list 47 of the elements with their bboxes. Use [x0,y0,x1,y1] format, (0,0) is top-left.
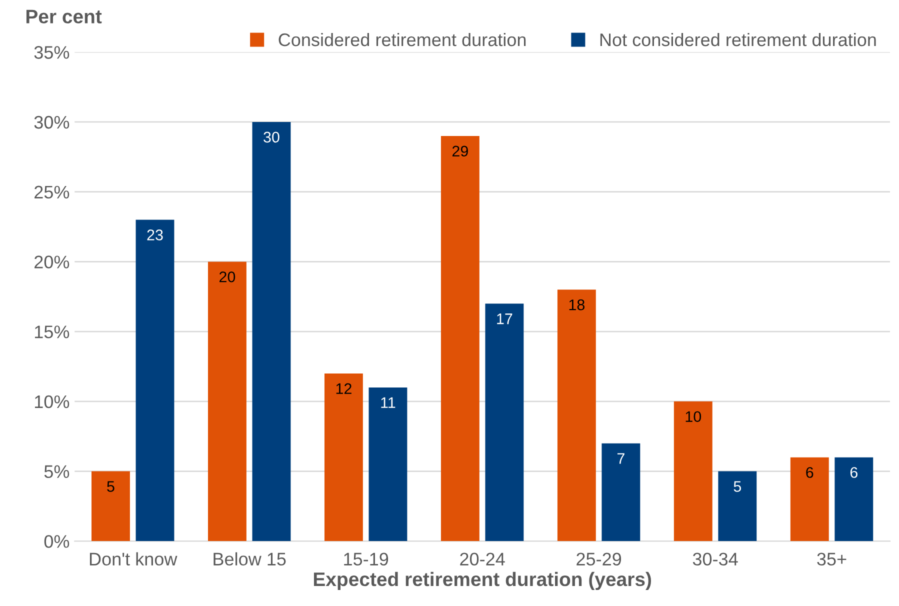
bar [136,220,174,542]
data-label: 30 [264,132,280,143]
data-label: 12 [336,383,352,394]
data-label: 6 [806,467,814,478]
y-tick-label: 15% [34,326,70,338]
bar [790,457,829,542]
legend-label: Considered retirement duration [278,32,526,46]
x-tick-label: Don't know [90,552,178,566]
data-label: 18 [569,299,584,310]
y-tick-label: 0% [44,535,70,548]
bar [557,290,596,542]
x-tick-label: 25-29 [576,552,622,566]
x-tick-label: Below 15 [214,552,286,566]
bar [718,471,757,542]
data-label: 20 [219,271,236,282]
data-label: 7 [617,453,624,464]
data-label: 11 [381,397,396,408]
data-label: 17 [497,314,512,324]
bar [602,443,640,542]
bar [92,471,130,542]
bar [440,136,480,542]
y-tick-label: 10% [34,395,70,408]
data-label: 23 [147,230,163,240]
y-tick-label: 30% [34,116,70,129]
data-label: 29 [452,146,468,157]
x-axis-title: Expected retirement duration (years) [314,572,652,590]
data-label: 5 [107,481,114,492]
y-tick-label: 35% [34,46,70,59]
bar [252,122,291,542]
bar [485,304,524,542]
y-tick-label: 25% [34,186,70,199]
bar [834,457,874,542]
bar [674,401,712,542]
y-axis-title: Per cent [26,10,102,24]
data-label: 10 [686,411,702,422]
x-tick-label: 35+ [817,552,846,566]
legend-label: Not considered retirement duration [600,32,876,46]
x-tick-label: 30-34 [692,552,738,566]
x-tick-label: 15-19 [344,552,388,566]
data-label: 6 [850,467,858,478]
bar [368,387,408,542]
data-label: 5 [734,481,742,492]
y-tick-label: 20% [34,256,70,268]
x-tick-label: 20-24 [460,552,505,566]
y-tick-label: 5% [44,465,70,478]
bar [208,262,246,542]
bar [324,373,363,542]
